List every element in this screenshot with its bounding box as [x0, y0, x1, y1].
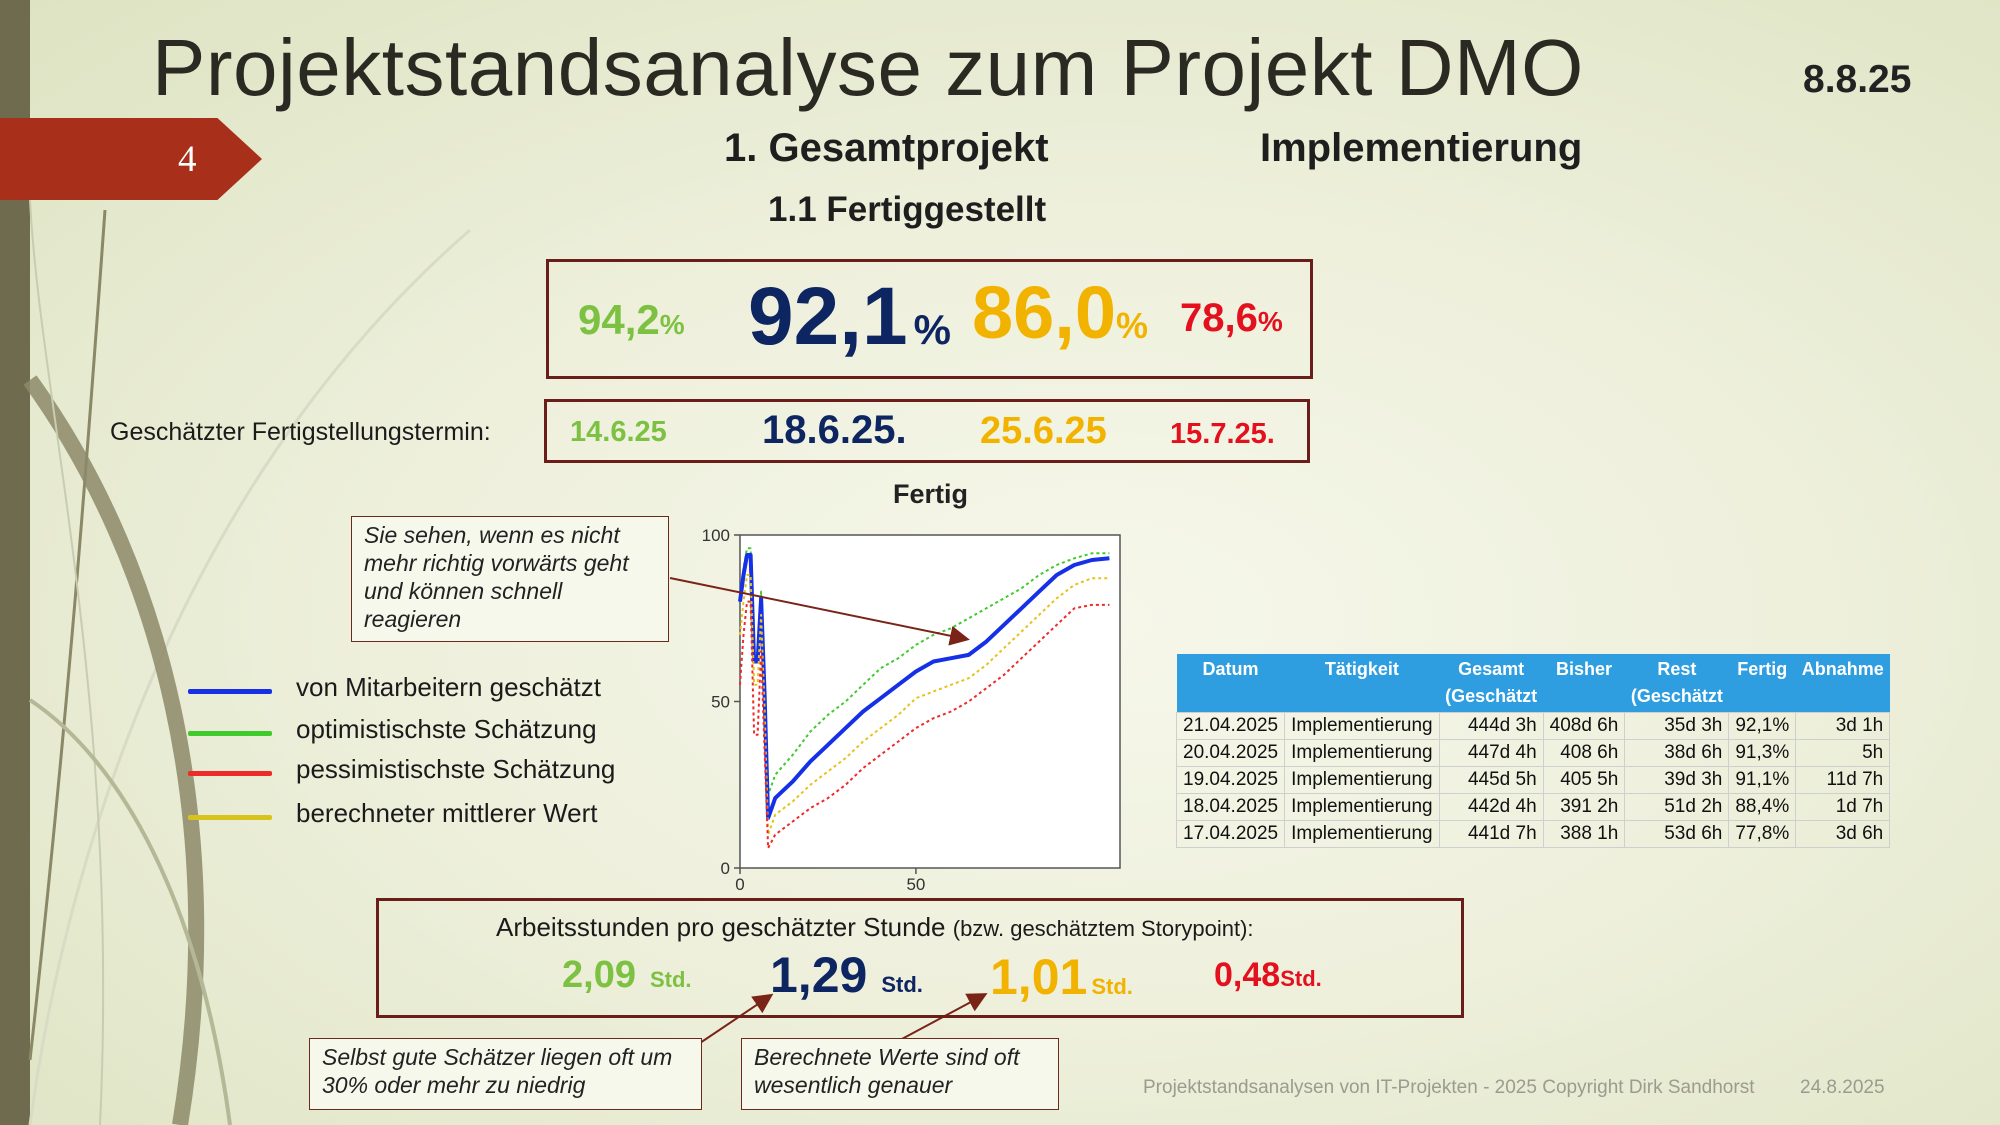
- legend-swatch: [188, 689, 272, 694]
- legend-label: optimistischste Schätzung: [296, 714, 597, 744]
- estimator-note: Selbst gute Schätzer liegen oft um 30% o…: [309, 1038, 702, 1110]
- table-cell: Implementierung: [1284, 739, 1440, 767]
- section-heading: 1. Gesamtprojekt: [724, 126, 1049, 170]
- pessimistic-date: 15.7.25.: [1170, 418, 1275, 450]
- legend-swatch: [188, 771, 272, 776]
- table-cell: 92,1%: [1728, 712, 1797, 740]
- pessimistic-percent: 78,6%: [1180, 296, 1283, 340]
- table-header-cell: Bisher: [1543, 654, 1625, 713]
- table-header-row: Datum Tätigkeit Gesamt (Geschätzt Bisher Res…: [1176, 654, 1890, 713]
- table-cell: 39d 3h: [1624, 766, 1730, 794]
- table-cell: 18.04.2025: [1175, 793, 1286, 821]
- table-cell: 17.04.2025: [1175, 820, 1286, 848]
- chart-annotation-note: Sie sehen, wenn es nicht mehr richtig vo…: [351, 516, 669, 642]
- hours-pessimistic: 0,48Std.: [1214, 956, 1322, 994]
- table-cell: 391 2h: [1542, 793, 1626, 821]
- hours-box: [376, 898, 1464, 1018]
- hours-optimistic: 2,09 Std.: [562, 954, 692, 996]
- employee-date: 18.6.25.: [762, 408, 907, 452]
- y-tick-label: 0: [721, 859, 730, 878]
- hours-mean: 1,01 Std.: [990, 949, 1133, 1005]
- footer-date: 24.8.2025: [1800, 1077, 1885, 1098]
- report-date: 8.8.25: [1803, 58, 1912, 101]
- table-cell: 3d 6h: [1795, 820, 1891, 848]
- table-header-cell: Abnahme: [1795, 654, 1890, 713]
- legend-swatch: [188, 731, 272, 736]
- y-tick-label: 50: [711, 693, 730, 712]
- table-cell: 11d 7h: [1795, 766, 1891, 794]
- table-cell: 20.04.2025: [1175, 739, 1286, 767]
- table-header-cell: Tätigkeit: [1284, 654, 1440, 713]
- table-row: 21.04.2025 Implementierung 444d 3h 408d 6h 3…: [1175, 712, 1891, 740]
- subsection-heading: 1.1 Fertiggestellt: [768, 190, 1047, 229]
- table-cell: 405 5h: [1542, 766, 1626, 794]
- table-cell: 408d 6h: [1542, 712, 1626, 740]
- page-title: Projektstandsanalyse zum Projekt DMO: [152, 23, 1584, 112]
- x-tick-label: 50: [906, 875, 925, 894]
- table-row: 17.04.2025 Implementierung 441d 7h 388 1h 53…: [1175, 820, 1891, 848]
- table-cell: 441d 7h: [1438, 820, 1544, 848]
- mean-percent: 86,0%: [972, 271, 1149, 354]
- optimistic-date: 14.6.25: [570, 416, 667, 448]
- mean-date: 25.6.25: [980, 410, 1107, 452]
- completion-percent-box: [546, 259, 1313, 379]
- series-line-3: [739, 600, 1110, 849]
- table-cell: Implementierung: [1284, 766, 1440, 794]
- table-body: 21.04.2025 Implementierung 444d 3h 408d 6h 3…: [1175, 712, 1891, 848]
- status-table-wrap: Datum Tätigkeit Gesamt (Geschätzt Bisher Res…: [1175, 654, 1891, 848]
- hours-label: Arbeitsstunden pro geschätzter Stunde (b…: [496, 912, 1254, 942]
- table-cell: 447d 4h: [1438, 739, 1544, 767]
- table-cell: Implementierung: [1284, 712, 1440, 740]
- legend-label: pessimistischste Schätzung: [296, 754, 616, 784]
- table-cell: 442d 4h: [1438, 793, 1544, 821]
- table-header-cell: Rest (Geschätzt: [1624, 654, 1729, 713]
- x-tick-label: 0: [735, 875, 744, 894]
- status-table: Datum Tätigkeit Gesamt (Geschätzt Bisher Res…: [1175, 654, 1891, 848]
- completion-date-label: Geschätzter Fertigstellungstermin:: [110, 418, 491, 446]
- table-header-cell: Fertig: [1728, 654, 1796, 713]
- table-row: 20.04.2025 Implementierung 447d 4h 408 6h 38…: [1175, 739, 1891, 767]
- employee-percent: 92,1%: [748, 271, 951, 362]
- legend-label: berechneter mittlerer Wert: [296, 798, 598, 828]
- series-line-1: [738, 553, 1110, 821]
- table-cell: 21.04.2025: [1175, 712, 1286, 740]
- table-cell: 19.04.2025: [1175, 766, 1286, 794]
- chart-title: Fertig: [893, 479, 969, 509]
- table-cell: 1d 7h: [1795, 793, 1891, 821]
- y-tick-label: 100: [702, 526, 730, 545]
- series-line-2: [739, 574, 1110, 836]
- table-header-cell: Gesamt (Geschätzt: [1439, 654, 1544, 713]
- table-header-cell: Datum: [1176, 654, 1285, 713]
- hours-employees: 1,29 Std.: [770, 947, 923, 1003]
- table-cell: 408 6h: [1542, 739, 1626, 767]
- table-cell: 88,4%: [1728, 793, 1797, 821]
- completion-line-chart: 0 50 100 0 50: [702, 526, 1121, 894]
- table-cell: 388 1h: [1542, 820, 1626, 848]
- table-cell: 91,3%: [1728, 739, 1797, 767]
- table-cell: Implementierung: [1284, 793, 1440, 821]
- table-cell: 5h: [1795, 739, 1891, 767]
- table-cell: 53d 6h: [1624, 820, 1730, 848]
- table-cell: 35d 3h: [1624, 712, 1730, 740]
- table-cell: 51d 2h: [1624, 793, 1730, 821]
- legend-label: von Mitarbeitern geschätzt: [296, 672, 601, 702]
- table-cell: 38d 6h: [1624, 739, 1730, 767]
- table-cell: Implementierung: [1284, 820, 1440, 848]
- optimistic-percent: 94,2%: [578, 296, 685, 343]
- table-cell: 77,8%: [1728, 820, 1797, 848]
- table-cell: 445d 5h: [1438, 766, 1544, 794]
- slide-number: 4: [178, 139, 197, 180]
- footer-copyright: Projektstandsanalysen von IT-Projekten -…: [1143, 1077, 1755, 1098]
- legend-swatch: [188, 815, 272, 820]
- phase-heading: Implementierung: [1260, 126, 1583, 170]
- slide-number-tag: [0, 118, 262, 200]
- table-cell: 91,1%: [1728, 766, 1797, 794]
- table-row: 18.04.2025 Implementierung 442d 4h 391 2h 51…: [1175, 793, 1891, 821]
- completion-date-box: [544, 399, 1310, 463]
- calc-note: Berechnete Werte sind oft wesentlich gen…: [741, 1038, 1059, 1110]
- table-row: 19.04.2025 Implementierung 445d 5h 405 5h 39…: [1175, 766, 1891, 794]
- table-cell: 444d 3h: [1438, 712, 1544, 740]
- table-cell: 3d 1h: [1795, 712, 1891, 740]
